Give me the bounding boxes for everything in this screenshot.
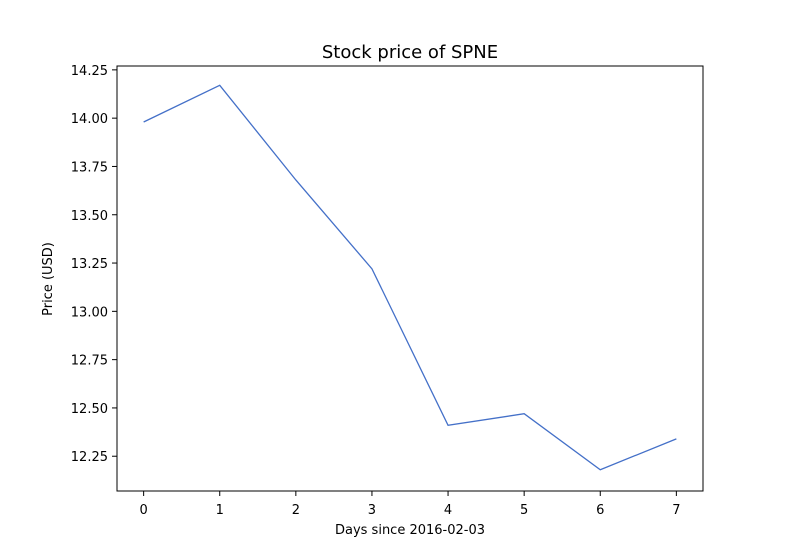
series-line [143, 84, 677, 471]
data-point [142, 120, 146, 124]
y-tick-label: 13.50 [71, 209, 108, 224]
data-point [446, 423, 450, 427]
y-tick-label: 12.25 [71, 450, 108, 465]
x-tick-label: 7 [672, 503, 680, 518]
y-tick-label: 13.00 [71, 305, 108, 320]
chart-title: Stock price of SPNE [322, 42, 498, 63]
y-tick-label: 14.25 [71, 64, 108, 79]
data-point [522, 412, 526, 416]
y-tick-label: 14.00 [71, 112, 108, 127]
x-tick-label: 3 [368, 503, 376, 518]
plot-area-frame [116, 65, 704, 492]
y-tick-label: 13.75 [71, 160, 108, 175]
data-point [370, 267, 374, 271]
x-tick-label: 4 [444, 503, 452, 518]
data-point [598, 468, 602, 472]
x-tick-label: 1 [216, 503, 224, 518]
y-tick-label: 12.50 [71, 402, 108, 417]
x-axis-label: Days since 2016-02-03 [335, 523, 485, 538]
y-axis-label: Price (USD) [41, 242, 56, 316]
data-point [294, 178, 298, 182]
data-point [674, 437, 678, 441]
x-tick-label: 0 [139, 503, 147, 518]
y-tick-label: 12.75 [71, 354, 108, 369]
y-tick-label: 13.25 [71, 257, 108, 272]
y-axis: 12.25 12.50 12.75 13.00 13.25 13.50 13.75 14.00… [71, 64, 117, 465]
series-group [142, 83, 678, 472]
data-point [218, 83, 222, 87]
x-tick-label: 6 [596, 503, 604, 518]
x-axis: 0 1 2 3 4 5 6 7 [139, 491, 681, 518]
x-tick-label: 5 [520, 503, 528, 518]
x-tick-label: 2 [292, 503, 300, 518]
